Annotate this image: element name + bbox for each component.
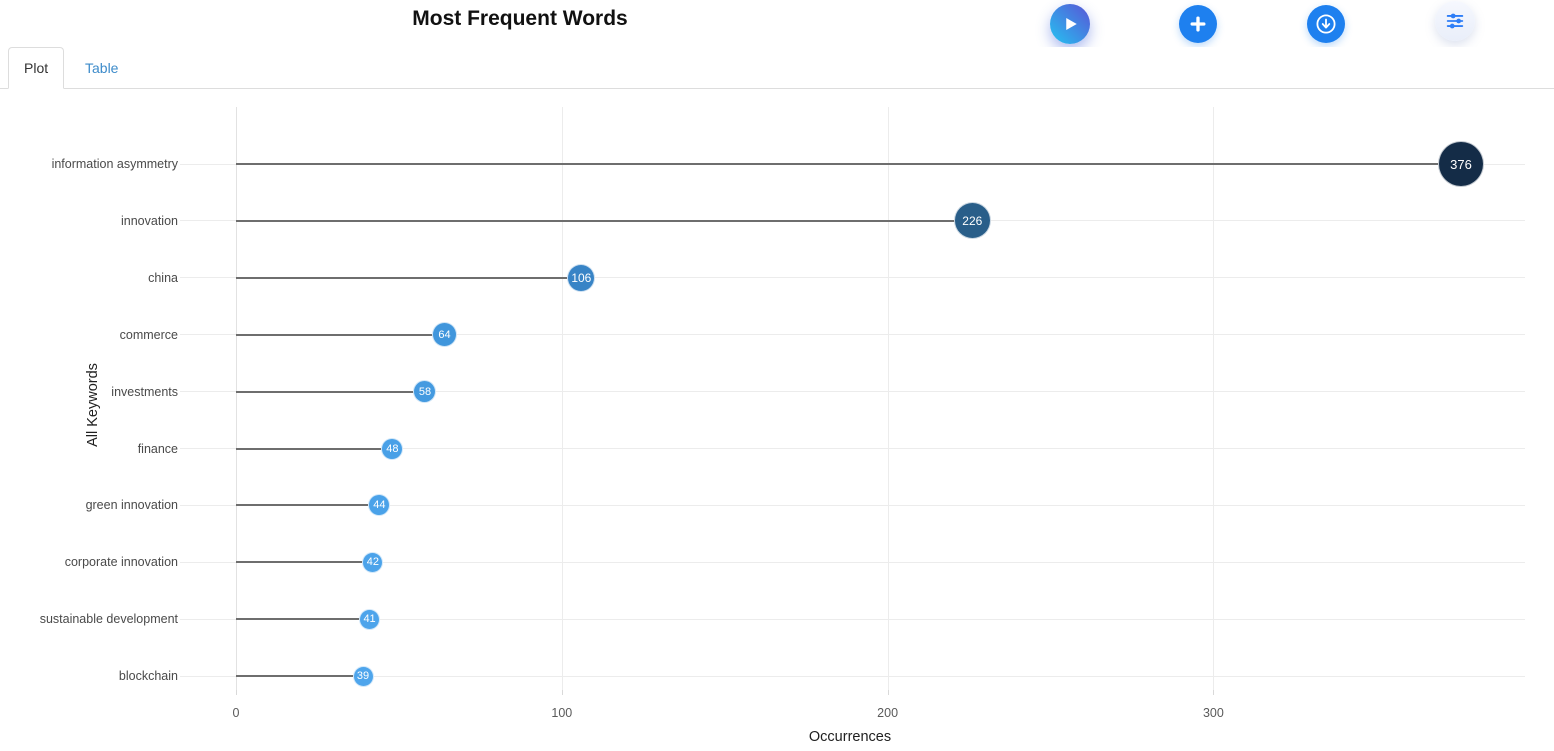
x-tick-mark <box>561 690 563 695</box>
y-grid-line <box>236 448 1525 449</box>
y-grid-line <box>236 675 1525 677</box>
y-axis-line <box>236 107 237 690</box>
filters-button[interactable] <box>1435 1 1475 41</box>
plot-area: 0 100 200 300 information asymmetry 376 innova… <box>0 90 1554 751</box>
y-tick-line <box>180 391 236 393</box>
y-grid-line <box>236 504 1525 506</box>
x-axis-title: Occurrences <box>808 729 892 745</box>
data-point[interactable]: 48 <box>381 437 404 460</box>
y-tick-line <box>180 561 236 563</box>
y-tick-line <box>180 504 236 506</box>
category-label: corporate innovation <box>64 555 178 570</box>
data-point[interactable]: 42 <box>362 551 384 573</box>
data-point[interactable]: 226 <box>953 202 991 240</box>
x-tick-mark <box>236 690 237 695</box>
y-tick-line <box>180 277 236 279</box>
plus-icon <box>1188 14 1208 34</box>
y-grid-line <box>236 561 1525 563</box>
y-grid-line <box>236 391 1525 393</box>
data-point[interactable]: 44 <box>368 494 391 517</box>
data-point[interactable]: 64 <box>432 322 457 348</box>
data-point[interactable]: 41 <box>359 608 381 630</box>
x-grid-line <box>561 107 563 690</box>
x-tick-label: 300 <box>1202 706 1224 720</box>
y-tick-line <box>180 163 236 165</box>
category-label: green innovation <box>85 498 178 513</box>
category-label: innovation <box>121 213 178 228</box>
category-label: finance <box>137 441 178 456</box>
download-icon <box>1314 12 1338 36</box>
y-grid-line <box>236 618 1525 620</box>
sliders-icon <box>1444 10 1466 32</box>
x-tick-label: 0 <box>232 706 240 720</box>
y-grid-line <box>236 334 1525 336</box>
category-label: sustainable development <box>39 612 178 627</box>
y-axis-title: All Keywords <box>85 363 101 447</box>
lollipop-stem <box>236 618 370 621</box>
run-button[interactable] <box>1050 4 1090 44</box>
y-tick-line <box>180 618 236 620</box>
y-tick-line <box>180 675 236 677</box>
category-label: blockchain <box>118 669 178 684</box>
x-grid-line <box>1213 107 1215 690</box>
lollipop-stem <box>236 276 582 279</box>
x-grid-line <box>887 107 889 690</box>
y-tick-line <box>180 448 236 449</box>
lollipop-stem <box>236 675 364 678</box>
data-point[interactable]: 106 <box>567 263 596 292</box>
tab-plot[interactable]: Plot <box>8 47 65 89</box>
lollipop-stem <box>236 447 393 450</box>
y-tick-line <box>180 334 236 336</box>
lollipop-stem <box>236 561 373 564</box>
page-title: Most Frequent Words <box>412 7 628 30</box>
category-label: investments <box>111 384 178 399</box>
data-point[interactable]: 39 <box>352 665 374 687</box>
lollipop-stem <box>236 390 425 393</box>
lollipop-stem <box>236 504 380 507</box>
data-point[interactable]: 58 <box>413 380 437 404</box>
play-icon <box>1061 15 1079 33</box>
x-tick-mark <box>887 690 889 695</box>
y-grid-line <box>236 277 1525 279</box>
data-point[interactable]: 376 <box>1438 141 1484 187</box>
download-button[interactable] <box>1307 5 1345 43</box>
add-button[interactable] <box>1179 5 1217 43</box>
x-tick-label: 200 <box>877 706 899 720</box>
category-label: commerce <box>119 327 178 342</box>
tab-bar: Plot Table <box>0 47 1554 89</box>
lollipop-stem <box>236 219 973 222</box>
category-label: information asymmetry <box>51 157 178 171</box>
lollipop-stem <box>236 333 445 336</box>
y-tick-line <box>180 220 236 222</box>
x-tick-mark <box>1213 690 1215 695</box>
lollipop-stem <box>236 163 1461 165</box>
tab-table[interactable]: Table <box>85 60 119 76</box>
category-label: china <box>148 270 178 285</box>
x-tick-label: 100 <box>551 706 573 720</box>
